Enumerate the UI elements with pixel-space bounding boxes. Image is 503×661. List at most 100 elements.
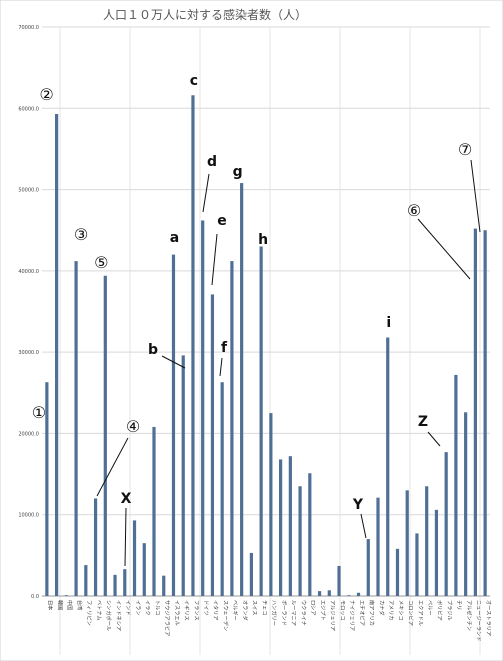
bar-9 xyxy=(132,520,137,596)
bar-27 xyxy=(308,473,312,596)
annotation-label: Y xyxy=(352,497,364,513)
x-tick-label: ニュージーランド xyxy=(475,600,482,641)
x-tick-label: イタリア xyxy=(212,600,220,621)
bar-20 xyxy=(240,183,244,596)
x-tick-label: イスラエル xyxy=(173,600,180,626)
x-tick-label: サウジアラビア xyxy=(164,600,172,636)
bar-15 xyxy=(191,95,195,596)
x-tick-label: 南アフリカ xyxy=(368,600,376,626)
x-tick-label: ベルギー xyxy=(232,600,239,621)
bar-16 xyxy=(201,220,205,596)
x-tick-label: 台湾 xyxy=(76,600,84,610)
x-tick-label: コロンビア xyxy=(407,600,415,626)
x-tick-label: イラン xyxy=(134,600,141,616)
x-tick-label: アルゼンチン xyxy=(465,600,473,631)
x-tick-label: ハンガリー xyxy=(271,600,279,626)
bars xyxy=(45,95,487,597)
annotation-label: a xyxy=(170,230,179,246)
annotation-label: ① xyxy=(32,403,46,422)
bar-32 xyxy=(356,592,361,596)
bar-6 xyxy=(103,275,107,596)
y-tick-label: 30000.0 xyxy=(18,350,39,356)
bar-30 xyxy=(337,565,341,596)
bar-18 xyxy=(220,382,224,596)
bar-3 xyxy=(74,261,78,596)
x-tick-label: エジプト xyxy=(319,600,326,621)
x-tick-label: ナイジェリア xyxy=(349,600,356,631)
annotation-label: b xyxy=(148,342,158,358)
annotation-label: ③ xyxy=(74,225,88,244)
annotation-leader xyxy=(211,233,218,286)
bar-45 xyxy=(483,230,487,596)
annotation-leader xyxy=(470,159,481,233)
x-tick-label: 韓国 xyxy=(56,600,64,610)
bar-19 xyxy=(230,261,234,596)
bar-12 xyxy=(162,575,166,596)
annotation-label: i xyxy=(386,315,391,331)
y-tick-label: 0.0 xyxy=(31,594,39,600)
y-tick-label: 50000.0 xyxy=(18,188,39,194)
annotation-leader xyxy=(161,355,186,369)
x-tick-label: スイス xyxy=(251,600,258,615)
x-tick-label: スウェーデン xyxy=(222,600,230,631)
annotation-leader xyxy=(202,173,210,213)
bar-25 xyxy=(288,456,292,596)
x-tick-label: イラク xyxy=(144,600,151,616)
x-tick-label: 日本 xyxy=(47,600,55,610)
bar-4 xyxy=(84,565,88,596)
x-tick-label: ペルー xyxy=(426,600,433,616)
bar-7 xyxy=(113,574,117,596)
x-tick-label: ルーマニア xyxy=(290,600,297,626)
x-tick-label: オーストラリア xyxy=(485,600,492,636)
bar-24 xyxy=(279,459,283,596)
bar-21 xyxy=(249,552,253,596)
bar-23 xyxy=(269,413,273,596)
annotations: ① ② ③ ④ ⑤ Xa b c d e f g h Yi Z ⑥ ⑦ xyxy=(32,73,481,567)
bar-38 xyxy=(415,533,419,596)
annotation-label: ④ xyxy=(126,417,140,436)
bar-35 xyxy=(386,337,390,596)
x-tick-label: ボリビア xyxy=(436,600,444,621)
bar-34 xyxy=(376,497,380,596)
y-tick-label: 60000.0 xyxy=(18,106,39,112)
annotation-label: c xyxy=(190,73,198,89)
bar-22 xyxy=(259,246,263,596)
x-tick-label: アメリカ xyxy=(388,600,395,621)
bar-39 xyxy=(425,486,429,596)
gridlines xyxy=(42,26,490,655)
x-tick-label: イギリス xyxy=(183,600,190,621)
annotation-leader xyxy=(360,513,367,539)
x-tick-label: オランダ xyxy=(241,600,249,621)
bar-14 xyxy=(181,355,185,596)
bar-44 xyxy=(473,228,477,597)
x-tick-label: フィリピン xyxy=(86,600,93,626)
annotation-leader xyxy=(124,507,127,567)
x-tick-label: メキシコ xyxy=(397,600,404,621)
y-tick-label: 10000.0 xyxy=(18,513,39,519)
x-tick-label: フランス xyxy=(193,600,200,621)
annotation-leader xyxy=(96,437,129,497)
annotation-label: e xyxy=(217,213,227,229)
x-tick-label: チェコ xyxy=(261,600,268,616)
x-tick-label: インドネシア xyxy=(115,600,122,631)
x-tick-label: モロッコ xyxy=(339,600,346,621)
x-axis-ticks: 日本 韓国 中国 台湾 フィリピン ベトナム シンガポール インドネシア インド イラン イラク トル… xyxy=(47,600,492,641)
bar-17 xyxy=(210,294,215,596)
x-tick-label: 中国 xyxy=(66,600,74,610)
x-tick-label: アルジェリア xyxy=(329,600,336,631)
x-tick-label: トルコ xyxy=(154,600,161,615)
x-tick-label: カナダ xyxy=(378,600,386,616)
x-tick-label: エクアドル xyxy=(417,600,424,626)
x-tick-label: エチオピア xyxy=(358,600,365,626)
bar-43 xyxy=(464,412,468,596)
bar-26 xyxy=(298,486,302,596)
bar-11 xyxy=(152,426,156,596)
annotation-leader xyxy=(219,357,223,377)
x-tick-label: シンガポール xyxy=(105,600,113,631)
annotation-label: ⑥ xyxy=(407,201,421,220)
x-tick-label: インド xyxy=(125,600,131,616)
bar-36 xyxy=(395,548,400,596)
bar-29 xyxy=(327,590,331,596)
